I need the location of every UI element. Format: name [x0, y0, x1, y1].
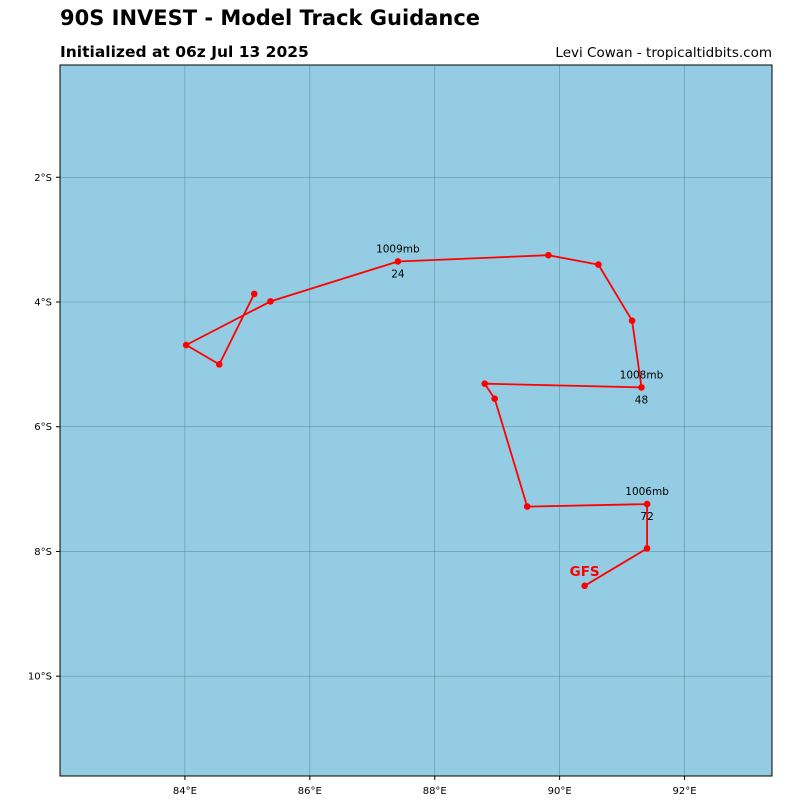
chart-subtitle: Initialized at 06z Jul 13 2025	[60, 43, 309, 61]
track-point	[545, 251, 552, 259]
pressure-label: 1009mb	[376, 243, 420, 255]
plot-frame	[59, 64, 773, 777]
track-point	[595, 261, 602, 268]
track-point	[638, 384, 645, 391]
gridlines	[60, 65, 772, 776]
track-point	[250, 290, 258, 298]
plot-background	[60, 65, 772, 776]
track-point	[523, 503, 531, 510]
track-point	[628, 317, 636, 325]
tick-label-y: 6°S	[34, 422, 52, 433]
track-point	[267, 298, 274, 305]
tick-label-x: 90°E	[548, 786, 572, 797]
pressure-label: 1006mb	[625, 486, 669, 498]
track-point	[394, 258, 402, 265]
tick-label-y: 2°S	[34, 173, 52, 184]
frame-border	[59, 64, 773, 777]
tracks: GFS	[182, 251, 651, 590]
tick-label-y: 10°S	[28, 672, 52, 683]
tick-label-y: 8°S	[34, 547, 52, 558]
tick-label-x: 86°E	[298, 786, 322, 797]
chart-title: 90S INVEST - Model Track Guidance	[60, 6, 481, 30]
forecast-hour-label: 72	[640, 511, 653, 523]
forecast-hour-label: 48	[635, 394, 648, 406]
track-point	[182, 341, 190, 349]
forecast-hour-label: 24	[391, 268, 405, 280]
annotations: 1009mb 24 1008mb 48 1006mb 72	[376, 243, 669, 523]
tick-label-y: 4°S	[34, 298, 52, 309]
track-point	[481, 380, 489, 388]
pressure-label: 1008mb	[620, 369, 664, 381]
tick-label-x: 88°E	[423, 786, 447, 797]
track-point	[581, 582, 588, 590]
tick-label-x: 92°E	[673, 786, 697, 797]
credit-text: Levi Cowan - tropicaltidbits.com	[555, 45, 772, 61]
track-point	[643, 545, 651, 552]
axis-ticks: 84°E 86°E 88°E 90°E 92°E 2°S 4°S 6°S 8°S 10°S	[28, 173, 697, 797]
track-point	[643, 500, 651, 508]
track-point	[215, 361, 223, 368]
ocean-fill	[60, 65, 772, 776]
track-point	[491, 395, 498, 402]
model-label: GFS	[570, 564, 600, 580]
tick-label-x: 84°E	[173, 786, 197, 797]
